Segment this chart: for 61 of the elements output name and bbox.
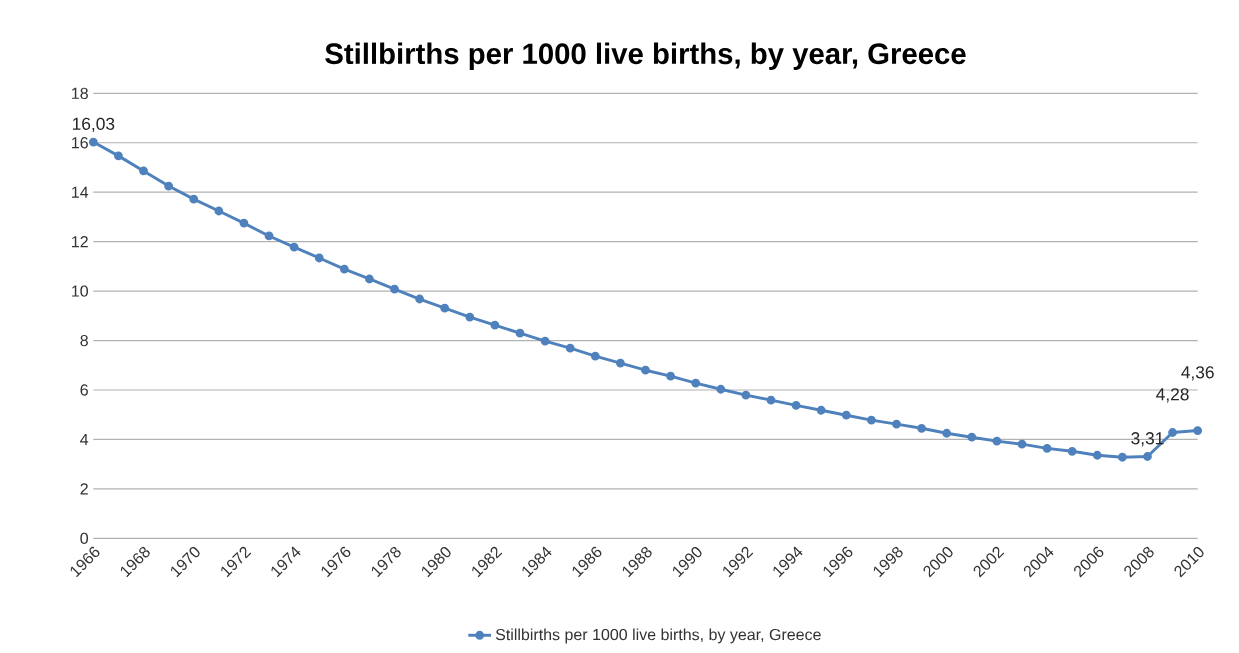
data-label: 3,31 xyxy=(1131,432,1164,447)
point xyxy=(992,436,1002,446)
y-tick-label: 10 xyxy=(72,285,89,297)
point xyxy=(339,264,349,274)
point xyxy=(490,320,500,330)
point xyxy=(666,371,676,381)
data-label: 16,03 xyxy=(72,117,115,132)
point xyxy=(390,284,399,294)
y-tick-label: 14 xyxy=(72,186,89,198)
point xyxy=(616,358,625,368)
y-tick-label: 4 xyxy=(80,433,89,445)
data-label: 4,36 xyxy=(1181,366,1214,381)
point xyxy=(741,390,751,400)
point xyxy=(641,365,650,375)
point xyxy=(917,423,926,433)
point xyxy=(540,336,550,346)
y-tick-label: 8 xyxy=(80,334,88,347)
point xyxy=(565,343,575,353)
point xyxy=(515,328,525,338)
point xyxy=(365,274,374,284)
point xyxy=(1067,446,1077,456)
point xyxy=(139,166,148,176)
point xyxy=(866,415,876,425)
point xyxy=(816,405,826,415)
point xyxy=(164,181,174,191)
point xyxy=(465,312,475,322)
point xyxy=(892,419,901,429)
point xyxy=(841,410,851,420)
point xyxy=(791,400,801,410)
point xyxy=(691,378,701,388)
chart-title: Stillbirths per 1000 live births, by year, Greece xyxy=(325,42,966,70)
data-label: 4,28 xyxy=(1156,388,1189,403)
y-tick-label: 16 xyxy=(72,137,88,149)
y-tick-label: 18 xyxy=(72,87,88,99)
y-tick-label: 6 xyxy=(80,384,88,396)
point xyxy=(1017,439,1027,449)
point xyxy=(1168,428,1177,437)
point xyxy=(1193,426,1203,435)
point xyxy=(590,351,600,361)
point xyxy=(239,218,249,228)
point xyxy=(114,151,123,161)
point xyxy=(1117,452,1127,462)
point xyxy=(88,137,98,147)
y-tick-label: 0 xyxy=(80,532,89,544)
y-tick-label: 2 xyxy=(80,483,88,495)
point xyxy=(289,242,299,252)
point xyxy=(264,231,274,241)
point xyxy=(440,303,450,313)
point xyxy=(189,194,199,204)
point xyxy=(942,428,952,438)
point xyxy=(1143,452,1152,461)
point xyxy=(415,294,425,304)
point xyxy=(716,384,726,394)
y-tick-label: 12 xyxy=(72,236,88,248)
point xyxy=(766,395,776,405)
point xyxy=(1042,443,1052,453)
point xyxy=(314,253,324,263)
legend-label: Stillbirths per 1000 live births, by year, Greece xyxy=(495,628,821,644)
point xyxy=(967,432,977,442)
point xyxy=(1092,450,1102,460)
point xyxy=(214,206,224,216)
